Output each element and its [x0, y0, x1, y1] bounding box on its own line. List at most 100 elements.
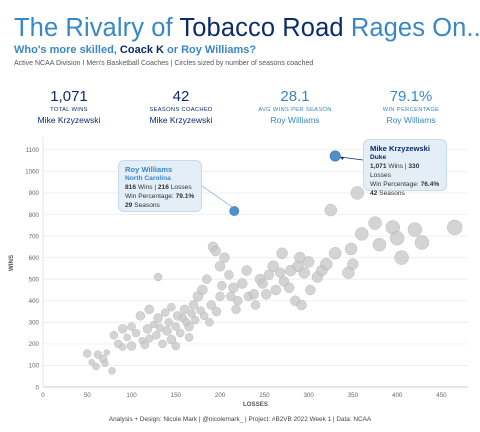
data-point — [320, 257, 333, 271]
x-tick-label: 300 — [303, 392, 314, 399]
tooltip-losses: 330 — [408, 163, 420, 170]
description-note: Active NCAA Division I Men's Basketball … — [14, 60, 314, 67]
kpi-value: 1,071 — [50, 88, 88, 105]
y-tick-label: 200 — [29, 341, 40, 348]
data-point — [260, 289, 272, 300]
x-tick-label: 150 — [171, 392, 182, 399]
data-point — [298, 267, 310, 279]
tooltip-wins: 816 — [125, 184, 137, 191]
data-point — [153, 272, 163, 282]
data-point — [344, 242, 358, 256]
data-point — [152, 331, 161, 340]
data-point — [296, 299, 307, 311]
data-point — [135, 311, 146, 321]
tooltip-pct-row: Win Percentage: 76.4% — [370, 180, 440, 189]
kpi-value: 79.1% — [389, 88, 433, 105]
tooltip-seasons-label: Seasons — [377, 190, 405, 197]
data-point — [118, 343, 127, 351]
kpi-seasons-coached: 42 SEASONS COACHED Mike Krzyzewski — [126, 88, 236, 125]
tooltip-team: North Carolina — [125, 175, 171, 182]
data-point — [407, 222, 423, 237]
tooltip-team: Duke — [370, 154, 387, 161]
data-point — [83, 349, 92, 358]
data-point — [270, 284, 282, 296]
data-point — [166, 334, 177, 345]
subtitle-part-2: Coack K — [119, 44, 164, 56]
data-point — [214, 261, 226, 272]
data-point — [324, 203, 337, 217]
tooltip-mike-krzyzewski: Mike Krzyzewski Duke 1,071 Wins | 330 Lo… — [363, 139, 447, 197]
y-tick-label: 500 — [29, 276, 40, 283]
tooltip-record: 1,071 Wins | 330 Losses — [370, 162, 440, 180]
data-point — [103, 349, 110, 356]
data-point — [283, 282, 295, 293]
kpi-person: Roy Williams — [270, 115, 320, 125]
kpi-label: TOTAL WINS — [50, 107, 88, 113]
data-point — [92, 362, 100, 371]
tooltip-losses-label: Losses — [168, 184, 192, 191]
x-tick-label: 200 — [215, 392, 226, 399]
data-point — [205, 318, 214, 327]
tooltip-pct-row: Win Percentage: 79.1% — [125, 192, 195, 201]
data-point — [389, 230, 405, 246]
subtitle-part-3: or Roy Williams? — [163, 44, 257, 56]
x-tick-label: 100 — [126, 392, 137, 399]
data-point — [241, 265, 252, 276]
data-point — [145, 334, 154, 343]
tooltip-name: Roy Williams — [125, 165, 173, 174]
title-part-3: Rages On... — [343, 14, 480, 42]
data-point — [160, 308, 170, 317]
kpi-value: 42 — [172, 88, 190, 105]
data-point — [368, 216, 382, 230]
data-point — [109, 331, 119, 340]
data-point — [131, 328, 141, 338]
tooltip-connector-k — [340, 156, 364, 161]
data-point — [149, 320, 158, 329]
x-tick-label: 250 — [259, 392, 270, 399]
data-point — [394, 250, 409, 265]
data-point — [210, 245, 221, 257]
data-point — [184, 321, 194, 332]
kpi-person: Mike Krzyzewski — [37, 115, 101, 125]
data-point — [228, 282, 239, 293]
data-point — [199, 311, 209, 321]
data-point — [206, 300, 216, 310]
tooltip-connector-roy — [201, 185, 233, 208]
y-tick-label: 400 — [29, 298, 40, 305]
y-tick-label: 700 — [29, 233, 40, 240]
data-point — [237, 278, 248, 289]
tooltip-seasons: 29 — [125, 202, 133, 209]
tooltip-losses-label: Losses — [370, 172, 391, 179]
data-point — [233, 296, 243, 306]
data-point — [164, 318, 173, 327]
point-mike-krzyzewski — [329, 150, 341, 162]
x-tick-label: 350 — [348, 392, 359, 399]
tooltip-wins-label: Wins | — [136, 184, 158, 191]
arrow-head — [340, 156, 345, 161]
kpi-person: Roy Williams — [386, 115, 436, 125]
data-point — [224, 270, 234, 280]
x-tick-label: 400 — [392, 392, 403, 399]
kpi-label: WIN PERCENTAGE — [382, 107, 440, 113]
data-point — [144, 304, 154, 315]
kpi-avg-wins: 28.1 AVG WINS PER SEASON Roy Williams — [240, 88, 350, 125]
kpi-win-percentage: 79.1% WIN PERCENTAGE Roy Williams — [356, 88, 466, 125]
tooltip-seasons-label: Seasons — [132, 202, 160, 209]
x-tick-label: 0 — [41, 392, 45, 399]
tooltip-name: Mike Krzyzewski — [370, 144, 430, 153]
kpi-person: Mike Krzyzewski — [149, 115, 213, 125]
tooltip-pct-label: Win Percentage: — [125, 193, 176, 200]
y-axis-title: WINS — [8, 255, 15, 271]
data-point — [447, 219, 463, 236]
data-point — [328, 247, 342, 260]
y-tick-label: 300 — [29, 320, 40, 327]
data-point — [211, 306, 222, 317]
data-point — [197, 284, 208, 296]
y-tick-label: 100 — [29, 363, 40, 370]
data-point — [162, 326, 172, 336]
y-tick-label: 1000 — [25, 169, 39, 176]
tooltip-seasons-row: 29 Seasons — [125, 201, 195, 210]
kpi-total-wins: 1,071 TOTAL WINS Mike Krzyzewski — [14, 88, 124, 125]
y-tick-label: 1100 — [26, 147, 40, 154]
